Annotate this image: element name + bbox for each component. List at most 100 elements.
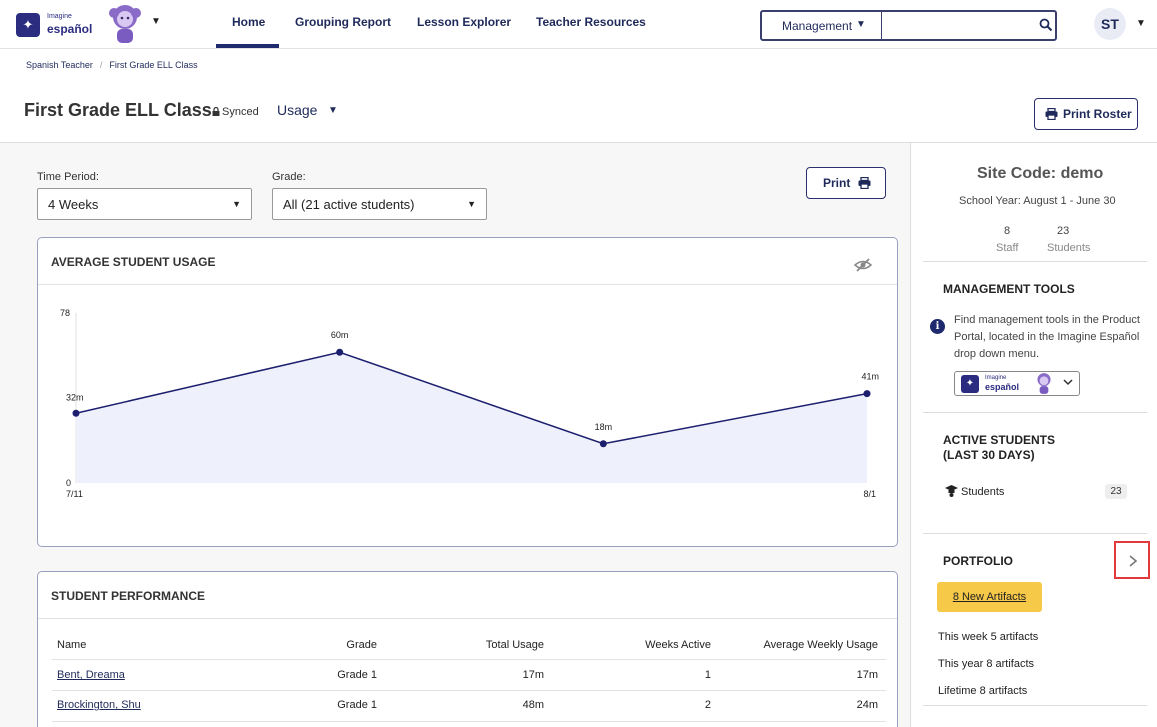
student-total-usage: 48m — [522, 699, 544, 711]
nav-lesson-explorer[interactable]: Lesson Explorer — [417, 15, 512, 29]
eye-slash-icon[interactable] — [854, 257, 872, 273]
management-tools-title: MANAGEMENT TOOLS — [943, 282, 1075, 296]
col-header-weeks-active[interactable]: Weeks Active — [645, 639, 711, 651]
time-period-select[interactable]: 4 Weeks ▼ — [37, 188, 252, 220]
student-name-link[interactable]: Brockington, Shu — [57, 699, 141, 711]
imagine-espanol-logo[interactable]: ✦ Imagine español — [16, 3, 144, 47]
active-students-row[interactable]: Students — [945, 484, 1004, 498]
x-tick-label: 8/1 — [863, 489, 876, 499]
sparkle-icon: ✦ — [16, 13, 40, 37]
student-grade: Grade 1 — [337, 669, 377, 681]
logo-dropdown-caret-icon[interactable]: ▼ — [151, 16, 161, 27]
usage-area-fill — [76, 352, 867, 483]
product-portal-dropdown[interactable]: ✦ Imagine español — [954, 371, 1080, 396]
panel-divider — [910, 143, 911, 727]
artifacts-this-week-label: This week — [938, 631, 988, 643]
col-header-average-weekly[interactable]: Average Weekly Usage — [763, 639, 878, 651]
caret-down-icon: ▼ — [856, 19, 866, 30]
nav-teacher-resources[interactable]: Teacher Resources — [536, 15, 646, 29]
site-code: Site Code: demo — [977, 165, 1104, 182]
chevron-right-icon — [1129, 555, 1138, 567]
breadcrumb-item-teacher[interactable]: Spanish Teacher — [26, 60, 93, 70]
x-tick-label: 7/11 — [66, 489, 83, 499]
nav-active-indicator — [216, 44, 279, 48]
time-period-value: 4 Weeks — [48, 197, 99, 212]
student-name-link[interactable]: Bent, Dreama — [57, 669, 125, 681]
artifacts-this-year: This year 8 artifacts — [938, 658, 1034, 670]
student-weeks-active: 1 — [704, 669, 711, 681]
data-point — [72, 409, 80, 417]
student-total-usage: 17m — [522, 669, 544, 681]
card-divider — [38, 618, 897, 619]
breadcrumb-separator: / — [99, 60, 103, 70]
grade-select[interactable]: All (21 active students) ▼ — [272, 188, 487, 220]
active-students-label: Students — [961, 486, 1005, 498]
search-input[interactable] — [884, 15, 1034, 35]
new-artifacts-link[interactable]: 8 New Artifacts — [937, 582, 1042, 612]
print-roster-label: Print Roster — [1063, 107, 1132, 121]
search-scope-dropdown[interactable]: Management ▼ — [762, 12, 882, 39]
school-year: School Year: August 1 - June 30 — [959, 195, 1116, 207]
chevron-down-icon — [1063, 379, 1073, 386]
row-divider — [52, 659, 886, 660]
student-performance-title: STUDENT PERFORMANCE — [51, 589, 206, 603]
printer-icon — [858, 177, 871, 189]
grade-value: All (21 active students) — [283, 197, 415, 212]
printer-icon — [1045, 108, 1058, 120]
user-avatar[interactable]: ST — [1094, 8, 1126, 40]
data-label: 60m — [331, 330, 349, 340]
sparkle-icon: ✦ — [961, 375, 979, 393]
mini-logo-line1: Imagine — [985, 375, 1007, 381]
info-icon: i — [930, 319, 945, 334]
usage-line — [75, 351, 868, 445]
data-label: 18m — [595, 422, 613, 432]
synced-status: Synced — [212, 106, 259, 118]
panel-section-divider — [923, 533, 1147, 534]
view-dropdown-caret-icon[interactable]: ▼ — [328, 105, 338, 116]
grade-label: Grade: — [272, 171, 306, 183]
card-divider — [38, 284, 897, 285]
portfolio-expand-button[interactable] — [1114, 541, 1150, 579]
breadcrumb-item-class[interactable]: First Grade ELL Class — [109, 60, 198, 70]
management-tools-text: Find management tools in the Product Por… — [954, 314, 1140, 360]
artifacts-this-week-value: 5 artifacts — [990, 631, 1039, 643]
artifacts-this-year-label: This year — [938, 658, 984, 670]
active-students-title-line1: ACTIVE STUDENTS — [943, 433, 1056, 447]
student-avg-weekly: 24m — [856, 699, 878, 711]
print-roster-button[interactable]: Print Roster — [1034, 98, 1138, 130]
artifacts-this-week: This week 5 artifacts — [938, 631, 1038, 643]
mascot-icon — [109, 5, 141, 43]
logo-line2: español — [47, 22, 93, 36]
page-title: First Grade ELL Class — [24, 100, 212, 120]
data-point — [336, 348, 344, 356]
usage-chart: 32m 60m 18m 41m 78 07/11 8/1 — [60, 308, 879, 499]
panel-section-divider — [923, 261, 1147, 262]
col-header-name[interactable]: Name — [57, 639, 87, 651]
caret-down-icon: ▼ — [467, 199, 476, 209]
panel-section-divider — [923, 705, 1147, 706]
print-label: Print — [823, 176, 851, 190]
mascot-icon — [1037, 373, 1051, 394]
row-divider — [52, 690, 886, 691]
students-count: 23 — [1057, 225, 1070, 237]
time-period-label: Time Period: — [37, 171, 99, 183]
data-label: 32m — [66, 392, 84, 402]
student-grade: Grade 1 — [337, 699, 377, 711]
average-usage-title: AVERAGE STUDENT USAGE — [51, 255, 216, 269]
artifacts-lifetime-value: 8 artifacts — [979, 685, 1028, 697]
graduation-cap-icon — [945, 485, 958, 497]
print-button[interactable]: Print — [806, 167, 886, 199]
nav-grouping-report[interactable]: Grouping Report — [295, 15, 391, 29]
user-menu-caret-icon[interactable]: ▼ — [1136, 18, 1146, 29]
col-header-grade[interactable]: Grade — [346, 639, 377, 651]
view-dropdown[interactable]: Usage — [277, 102, 318, 118]
col-header-total-usage[interactable]: Total Usage — [485, 639, 544, 651]
row-divider — [52, 721, 886, 722]
search-icon[interactable] — [1039, 18, 1053, 32]
nav-home[interactable]: Home — [232, 15, 266, 29]
breadcrumb: Spanish Teacher / First Grade ELL Class — [26, 60, 198, 70]
portfolio-title: PORTFOLIO — [943, 554, 1013, 568]
caret-down-icon: ▼ — [232, 199, 241, 209]
search-bar: Management ▼ — [760, 10, 1057, 41]
student-weeks-active: 2 — [704, 699, 711, 711]
